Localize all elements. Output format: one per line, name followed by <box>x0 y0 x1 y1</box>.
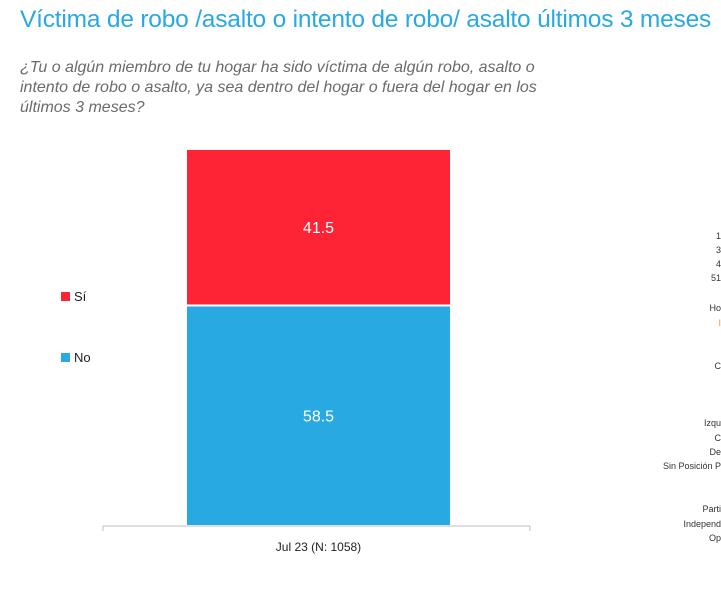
right-label: 1 <box>715 231 721 241</box>
legend-label-no: No <box>74 350 91 365</box>
right-label: 3 <box>715 245 721 255</box>
legend-swatch-no <box>61 353 70 362</box>
right-label: 4 <box>715 259 721 269</box>
right-label: Sin Posición P <box>662 461 721 471</box>
legend-swatch-si <box>61 292 70 301</box>
right-label: Izqu <box>703 418 721 428</box>
bar-segment-si <box>185 148 452 307</box>
legend-item-no: No <box>61 350 91 365</box>
right-label: Op <box>708 533 721 543</box>
chart-subtitle: ¿Tu o algún miembro de tu hogar ha sido … <box>20 59 537 116</box>
right-label: Independ <box>683 519 721 529</box>
right-label: 51 <box>710 273 721 283</box>
data-label-si: 41.5 <box>303 220 334 237</box>
right-label: I <box>718 318 721 328</box>
right-label: De <box>709 447 721 457</box>
legend-label-si: Sí <box>74 289 87 304</box>
right-label: Parti <box>702 504 721 514</box>
right-label: C <box>714 361 721 371</box>
bar-segment-no <box>185 304 452 527</box>
right-label: Ho <box>709 303 721 313</box>
right-label: C <box>714 433 721 443</box>
chart-title: Víctima de robo /asalto o intento de rob… <box>20 6 712 33</box>
data-label-no: 58.5 <box>303 409 334 426</box>
x-tick-label: Jul 23 (N: 1058) <box>276 540 361 554</box>
legend-item-si: Sí <box>61 289 86 304</box>
